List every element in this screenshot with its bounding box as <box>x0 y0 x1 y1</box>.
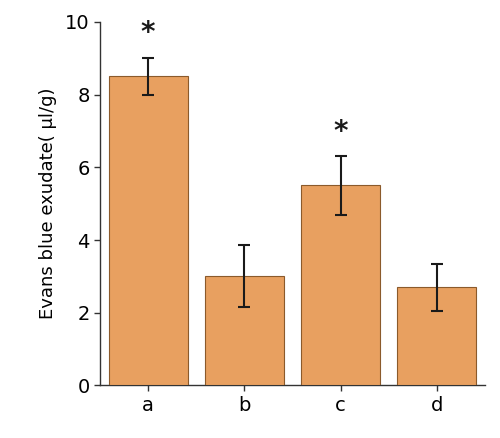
Bar <box>301 186 380 385</box>
Y-axis label: Evans blue exudate( μl/g): Evans blue exudate( μl/g) <box>38 88 56 319</box>
Bar <box>398 287 476 385</box>
Text: *: * <box>334 117 348 145</box>
Bar <box>108 76 188 385</box>
Text: *: * <box>141 19 156 47</box>
Bar <box>205 276 284 385</box>
